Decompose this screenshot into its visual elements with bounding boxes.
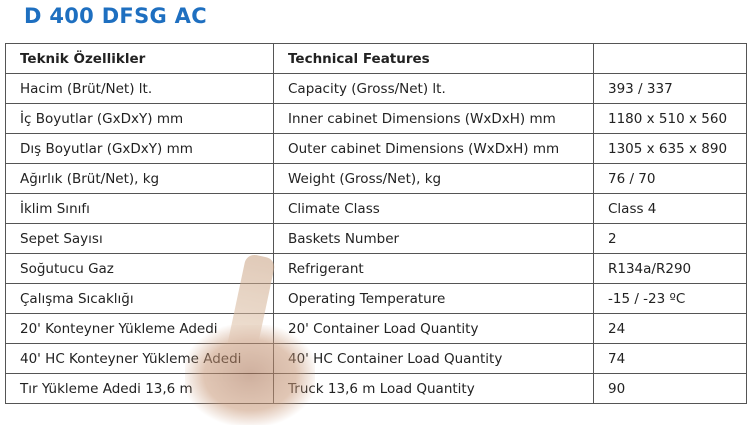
turkish-label-cell: Hacim (Brüt/Net) lt. [5, 73, 274, 104]
english-label-cell: Inner cabinet Dimensions (WxDxH) mm [273, 103, 594, 134]
turkish-label-cell: Ağırlık (Brüt/Net), kg [5, 163, 274, 194]
header-cell: Teknik Özellikler [5, 43, 274, 74]
value-cell: 393 / 337 [593, 73, 747, 104]
table-row: 40' HC Konteyner Yükleme Adedi 40' HC Con… [5, 343, 747, 374]
table-header: Teknik Özellikler Technical Features [5, 43, 747, 74]
header-cell [593, 43, 747, 74]
english-label-cell: Baskets Number [273, 223, 594, 254]
english-label-cell: Truck 13,6 m Load Quantity [273, 373, 594, 404]
value-cell: 74 [593, 343, 747, 374]
table-row: Ağırlık (Brüt/Net), kg Weight (Gross/Net)… [5, 163, 747, 194]
english-label-cell: 20' Container Load Quantity [273, 313, 594, 344]
english-label-cell: Weight (Gross/Net), kg [273, 163, 594, 194]
value-cell: 2 [593, 223, 747, 254]
english-label-cell: Outer cabinet Dimensions (WxDxH) mm [273, 133, 594, 164]
turkish-label-cell: Soğutucu Gaz [5, 253, 274, 284]
value-cell: R134a/R290 [593, 253, 747, 284]
product-title: D 400 DFSG AC [24, 4, 207, 28]
english-label-cell: Refrigerant [273, 253, 594, 284]
value-cell: Class 4 [593, 193, 747, 224]
turkish-label-cell: İç Boyutlar (GxDxY) mm [5, 103, 274, 134]
turkish-label-cell: Tır Yükleme Adedi 13,6 m [5, 373, 274, 404]
turkish-label-cell: İklim Sınıfı [5, 193, 274, 224]
table-row: Tır Yükleme Adedi 13,6 m Truck 13,6 m Loa… [5, 373, 747, 404]
value-cell: 90 [593, 373, 747, 404]
turkish-label-cell: Dış Boyutlar (GxDxY) mm [5, 133, 274, 164]
header-cell: Technical Features [273, 43, 594, 74]
value-cell: 24 [593, 313, 747, 344]
table-row: Soğutucu Gaz Refrigerant R134a/R290 [5, 253, 747, 284]
english-label-cell: Operating Temperature [273, 283, 594, 314]
value-cell: 76 / 70 [593, 163, 747, 194]
table-row: Dış Boyutlar (GxDxY) mm Outer cabinet Dim… [5, 133, 747, 164]
turkish-label-cell: Çalışma Sıcaklığı [5, 283, 274, 314]
value-cell: 1180 x 510 x 560 [593, 103, 747, 134]
table-row: Hacim (Brüt/Net) lt. Capacity (Gross/Net)… [5, 73, 747, 104]
turkish-label-cell: Sepet Sayısı [5, 223, 274, 254]
english-label-cell: 40' HC Container Load Quantity [273, 343, 594, 374]
spec-table: Teknik Özellikler Technical Features Hac… [5, 43, 747, 404]
table-row: İç Boyutlar (GxDxY) mm Inner cabinet Dime… [5, 103, 747, 134]
value-cell: -15 / -23 ºC [593, 283, 747, 314]
english-label-cell: Climate Class [273, 193, 594, 224]
turkish-label-cell: 40' HC Konteyner Yükleme Adedi [5, 343, 274, 374]
table-row: İklim Sınıfı Climate Class Class 4 [5, 193, 747, 224]
turkish-label-cell: 20' Konteyner Yükleme Adedi [5, 313, 274, 344]
table-row: Sepet Sayısı Baskets Number 2 [5, 223, 747, 254]
english-label-cell: Capacity (Gross/Net) lt. [273, 73, 594, 104]
table-row: 20' Konteyner Yükleme Adedi 20' Container… [5, 313, 747, 344]
value-cell: 1305 x 635 x 890 [593, 133, 747, 164]
table-row: Çalışma Sıcaklığı Operating Temperature -1… [5, 283, 747, 314]
